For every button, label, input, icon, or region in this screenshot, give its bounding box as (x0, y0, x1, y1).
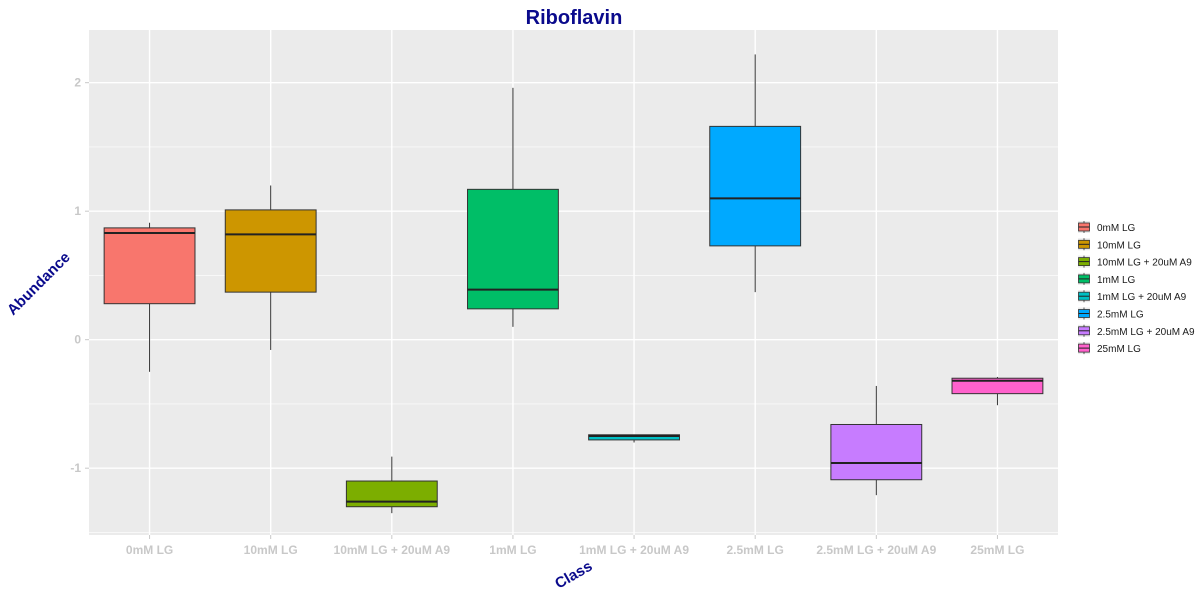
legend-label: 10mM LG (1097, 240, 1141, 251)
box-body (345, 480, 438, 508)
x-tick-label: 25mM LG (970, 543, 1024, 557)
box-5 (588, 434, 680, 443)
box-1 (103, 222, 196, 372)
legend-item: 1mM LG (1078, 272, 1136, 286)
box-6 (709, 54, 802, 293)
legend-label: 2.5mM LG (1097, 310, 1144, 321)
box-8 (951, 376, 1044, 406)
box-body (830, 423, 923, 481)
y-tick-label: 2 (74, 76, 81, 90)
legend-label: 0mM LG (1097, 223, 1136, 234)
x-axis-label: Class (552, 558, 595, 593)
box-2 (224, 185, 317, 350)
legend-label: 2.5mM LG + 20uM A9 (1097, 327, 1195, 338)
legend-item: 10mM LG (1078, 238, 1141, 251)
box-body (709, 125, 802, 247)
legend-label: 25mM LG (1097, 344, 1141, 355)
box-body (588, 434, 680, 441)
x-tick-label: 10mM LG (244, 543, 298, 557)
box-body (467, 188, 559, 310)
legend-item: 10mM LG + 20uM A9 (1078, 255, 1192, 269)
legend: 0mM LG 10mM LG 10mM LG + 20uM A9 1mM LG 1mM … (1078, 221, 1195, 355)
x-axis: 0mM LG 10mM LG 10mM LG + 20uM A9 1mM LG 1mM … (126, 535, 1024, 557)
legend-item: 2.5mM LG (1078, 307, 1144, 321)
legend-item: 1mM LG + 20uM A9 (1078, 290, 1187, 303)
y-tick-label: -1 (70, 461, 81, 475)
legend-label: 10mM LG + 20uM A9 (1097, 258, 1192, 269)
boxes (103, 54, 1044, 514)
x-tick-label: 0mM LG (126, 543, 173, 557)
x-tick-label: 2.5mM LG (727, 543, 784, 557)
y-axis-label: Abundance (4, 249, 74, 319)
legend-item: 25mM LG (1078, 342, 1141, 355)
legend-item: 0mM LG (1078, 221, 1136, 234)
legend-item: 2.5mM LG + 20uM A9 (1078, 324, 1195, 338)
box-body (103, 227, 196, 305)
x-tick-label: 2.5mM LG + 20uM A9 (816, 543, 936, 557)
legend-label: 1mM LG + 20uM A9 (1097, 292, 1187, 303)
x-tick-label: 10mM LG + 20uM A9 (334, 543, 451, 557)
box-body (951, 377, 1044, 395)
legend-label: 1mM LG (1097, 275, 1136, 286)
box-3 (345, 456, 438, 514)
box-7 (830, 385, 923, 496)
box-body (224, 209, 317, 293)
y-axis: -1 0 1 2 (70, 76, 89, 475)
x-tick-label: 1mM LG + 20uM A9 (579, 543, 689, 557)
x-tick-label: 1mM LG (489, 543, 536, 557)
chart-title: Riboflavin (526, 7, 623, 29)
y-tick-label: 1 (74, 204, 81, 218)
box-4 (467, 87, 559, 327)
y-tick-label: 0 (74, 333, 81, 347)
